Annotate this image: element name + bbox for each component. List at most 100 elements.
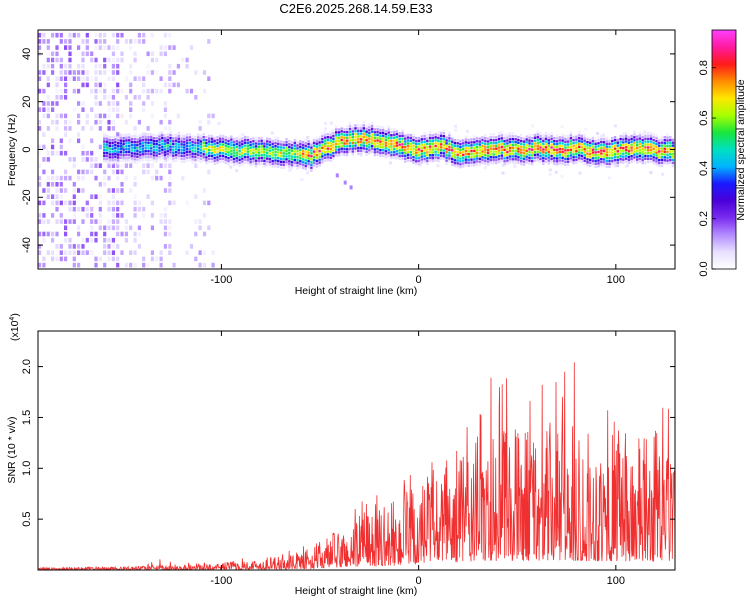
spectrogram-cell: [81, 145, 84, 150]
spectrogram-cell: [175, 134, 177, 136]
spectrogram-cell: [60, 257, 63, 262]
y-tick-label: 1.0: [21, 461, 33, 476]
spectrogram-cell: [437, 140, 439, 142]
spectrogram-cell: [611, 163, 613, 165]
spectrogram-cell: [404, 160, 406, 162]
spectrogram-cell: [283, 147, 285, 149]
spectrogram-cell: [288, 146, 290, 148]
spectrogram-cell: [269, 144, 271, 146]
spectrogram-cell: [235, 169, 238, 172]
spectrogram-cell: [399, 135, 401, 137]
spectrogram-cell: [168, 76, 171, 81]
spectrogram-cell: [661, 159, 663, 161]
spectrogram-cell: [247, 142, 249, 144]
spectrogram-cell: [266, 152, 268, 154]
spectrogram-cell: [415, 146, 417, 148]
spectrogram-cell: [335, 140, 337, 142]
spectrogram-cell: [313, 139, 315, 141]
spectrogram-cell: [51, 64, 54, 69]
spectrogram-cell: [379, 143, 381, 145]
spectrogram-cell: [619, 152, 621, 154]
spectrogram-cell: [277, 154, 279, 156]
spectrogram-cell: [81, 101, 84, 106]
spectrogram-cell: [169, 140, 171, 142]
spectrogram-cell: [214, 148, 216, 150]
spectrogram-cell: [589, 159, 591, 161]
spectrogram-cell: [178, 143, 180, 145]
spectrogram-cell: [462, 139, 464, 141]
spectrogram-cell: [376, 145, 378, 147]
spectrogram-cell: [468, 144, 470, 146]
spectrogram-cell: [470, 161, 472, 163]
spectrogram-cell: [139, 151, 141, 153]
spectrogram-cell: [277, 148, 279, 150]
spectrogram-cell: [506, 136, 508, 138]
spectrogram-cell: [332, 152, 334, 154]
spectrogram-cell: [341, 148, 343, 150]
spectrogram-cell: [448, 160, 450, 162]
spectrogram-cell: [570, 146, 572, 148]
spectrogram-cell: [207, 120, 210, 125]
spectrogram-cell: [177, 64, 180, 69]
spectrogram-cell: [153, 143, 155, 145]
spectrogram-cell: [77, 64, 80, 69]
spectrogram-cell: [230, 161, 232, 163]
spectrogram-cell: [418, 154, 420, 156]
spectrogram-cell: [263, 163, 265, 165]
spectrogram-cell: [178, 135, 180, 137]
spectrogram-cell: [252, 143, 254, 145]
spectrogram-cell: [194, 162, 196, 164]
spectrogram-cell: [437, 137, 439, 139]
spectrogram-cell: [586, 147, 588, 149]
spectrogram-cell: [77, 250, 80, 255]
spectrogram-cell: [466, 130, 469, 133]
spectrogram-cell: [338, 151, 340, 153]
spectrogram-cell: [197, 156, 199, 158]
spectrogram-cell: [111, 148, 113, 150]
spectrogram-cell: [136, 150, 138, 152]
spectrogram-cell: [617, 165, 619, 167]
spectrogram-cell: [122, 148, 124, 150]
spectrogram-cell: [625, 135, 627, 137]
spectrogram-cell: [555, 171, 558, 174]
spectrogram-cell: [205, 153, 207, 155]
spectrogram-cell: [388, 134, 390, 136]
figure: C2E6.2025.268.14.59.E33 -100 0 100 -40-200…: [0, 0, 750, 600]
spectrogram-cell: [479, 143, 481, 145]
spectrogram-cell: [349, 145, 351, 147]
spectrogram-cell: [437, 134, 439, 136]
spectrogram-cell: [445, 157, 447, 159]
spectrogram-cell: [125, 120, 128, 125]
spectrogram-cell: [434, 159, 436, 161]
spectrogram-cell: [426, 163, 428, 165]
spectrogram-cell: [263, 160, 265, 162]
spectrogram-cell: [310, 149, 312, 151]
spectrogram-cell: [531, 124, 534, 127]
spectrogram-cell: [354, 147, 356, 149]
spectrogram-cell: [350, 185, 353, 189]
spectrogram-cell: [203, 201, 206, 206]
spectrogram-cell: [73, 182, 76, 187]
spectrogram-cell: [150, 147, 152, 149]
spectrogram-cell: [73, 257, 76, 262]
spectrogram-cell: [112, 107, 115, 112]
y-tick-label: 1.5: [21, 410, 33, 425]
spectrogram-cell: [426, 154, 428, 156]
spectrogram-cell: [338, 154, 340, 156]
spectrogram-cell: [131, 149, 133, 151]
spectrogram-cell: [338, 140, 340, 142]
spectrogram-cell: [354, 136, 356, 138]
spectrogram-cell: [125, 159, 127, 161]
spectrogram-cell: [603, 141, 605, 143]
spectrogram-cell: [136, 147, 138, 149]
spectrogram-cell: [194, 194, 197, 199]
spectrogram-cell: [90, 232, 93, 237]
spectrogram-cell: [47, 114, 50, 119]
spectrogram-cell: [608, 166, 610, 168]
spectrogram-cell: [448, 149, 450, 151]
spectrogram-cell: [502, 172, 505, 175]
spectrogram-cell: [158, 135, 160, 137]
spectrogram-cell: [42, 114, 45, 119]
spectrogram-cell: [186, 148, 188, 150]
spectrogram-cell: [167, 156, 169, 158]
